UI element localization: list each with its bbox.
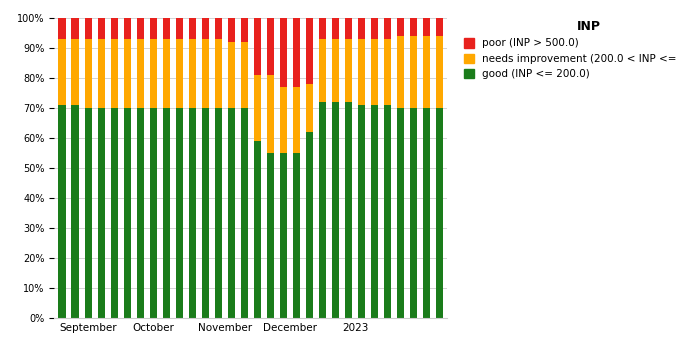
Bar — [267, 152, 274, 318]
Bar — [254, 18, 261, 75]
Bar — [163, 18, 170, 39]
Bar — [58, 39, 66, 105]
Bar — [358, 39, 365, 105]
Bar — [150, 38, 157, 108]
Bar — [371, 39, 378, 105]
Bar — [293, 87, 300, 152]
Bar — [228, 108, 235, 318]
Bar — [111, 38, 118, 108]
Bar — [358, 18, 365, 39]
Bar — [241, 42, 248, 108]
Bar — [306, 84, 313, 132]
Bar — [280, 18, 287, 87]
Bar — [319, 102, 326, 318]
Bar — [98, 108, 104, 318]
Bar — [423, 36, 431, 108]
Bar — [345, 38, 352, 102]
Bar — [280, 87, 287, 152]
Bar — [345, 102, 352, 318]
Bar — [176, 18, 183, 39]
Bar — [136, 38, 144, 108]
Bar — [267, 18, 274, 75]
Bar — [410, 108, 417, 318]
Bar — [176, 108, 183, 318]
Bar — [202, 38, 209, 108]
Bar — [293, 152, 300, 318]
Bar — [123, 18, 131, 39]
Bar — [71, 39, 79, 105]
Bar — [397, 18, 404, 36]
Bar — [202, 108, 209, 318]
Bar — [111, 108, 118, 318]
Bar — [188, 108, 196, 318]
Bar — [215, 38, 222, 108]
Bar — [215, 18, 222, 39]
Bar — [254, 75, 261, 141]
Bar — [163, 38, 170, 108]
Bar — [436, 108, 443, 318]
Bar — [293, 18, 300, 87]
Bar — [319, 38, 326, 102]
Bar — [397, 108, 404, 318]
Bar — [71, 18, 79, 39]
Bar — [202, 18, 209, 39]
Bar — [371, 18, 378, 39]
Bar — [241, 18, 248, 42]
Bar — [150, 108, 157, 318]
Bar — [228, 18, 235, 42]
Bar — [345, 18, 352, 39]
Bar — [58, 105, 66, 318]
Bar — [136, 108, 144, 318]
Bar — [332, 38, 339, 102]
Bar — [306, 18, 313, 84]
Bar — [98, 18, 104, 39]
Bar — [254, 141, 261, 318]
Bar — [188, 38, 196, 108]
Legend: poor (INP > 500.0), needs improvement (200.0 < INP <= 500.0), good (INP <= 200.0: poor (INP > 500.0), needs improvement (2… — [460, 17, 678, 82]
Bar — [228, 42, 235, 108]
Bar — [123, 108, 131, 318]
Bar — [85, 18, 92, 39]
Bar — [384, 39, 391, 105]
Bar — [332, 18, 339, 39]
Bar — [371, 105, 378, 318]
Bar — [85, 108, 92, 318]
Bar — [215, 108, 222, 318]
Bar — [123, 38, 131, 108]
Bar — [410, 36, 417, 108]
Bar — [98, 38, 104, 108]
Bar — [163, 108, 170, 318]
Bar — [384, 105, 391, 318]
Bar — [280, 152, 287, 318]
Bar — [58, 18, 66, 39]
Bar — [71, 105, 79, 318]
Bar — [176, 38, 183, 108]
Bar — [306, 132, 313, 318]
Bar — [241, 108, 248, 318]
Bar — [423, 18, 431, 36]
Bar — [423, 108, 431, 318]
Bar — [267, 75, 274, 152]
Bar — [111, 18, 118, 39]
Bar — [358, 105, 365, 318]
Bar — [85, 38, 92, 108]
Bar — [136, 18, 144, 39]
Bar — [384, 18, 391, 39]
Bar — [150, 18, 157, 39]
Bar — [436, 36, 443, 108]
Bar — [436, 18, 443, 36]
Bar — [188, 18, 196, 39]
Bar — [397, 36, 404, 108]
Bar — [410, 18, 417, 36]
Bar — [319, 18, 326, 39]
Bar — [332, 102, 339, 318]
